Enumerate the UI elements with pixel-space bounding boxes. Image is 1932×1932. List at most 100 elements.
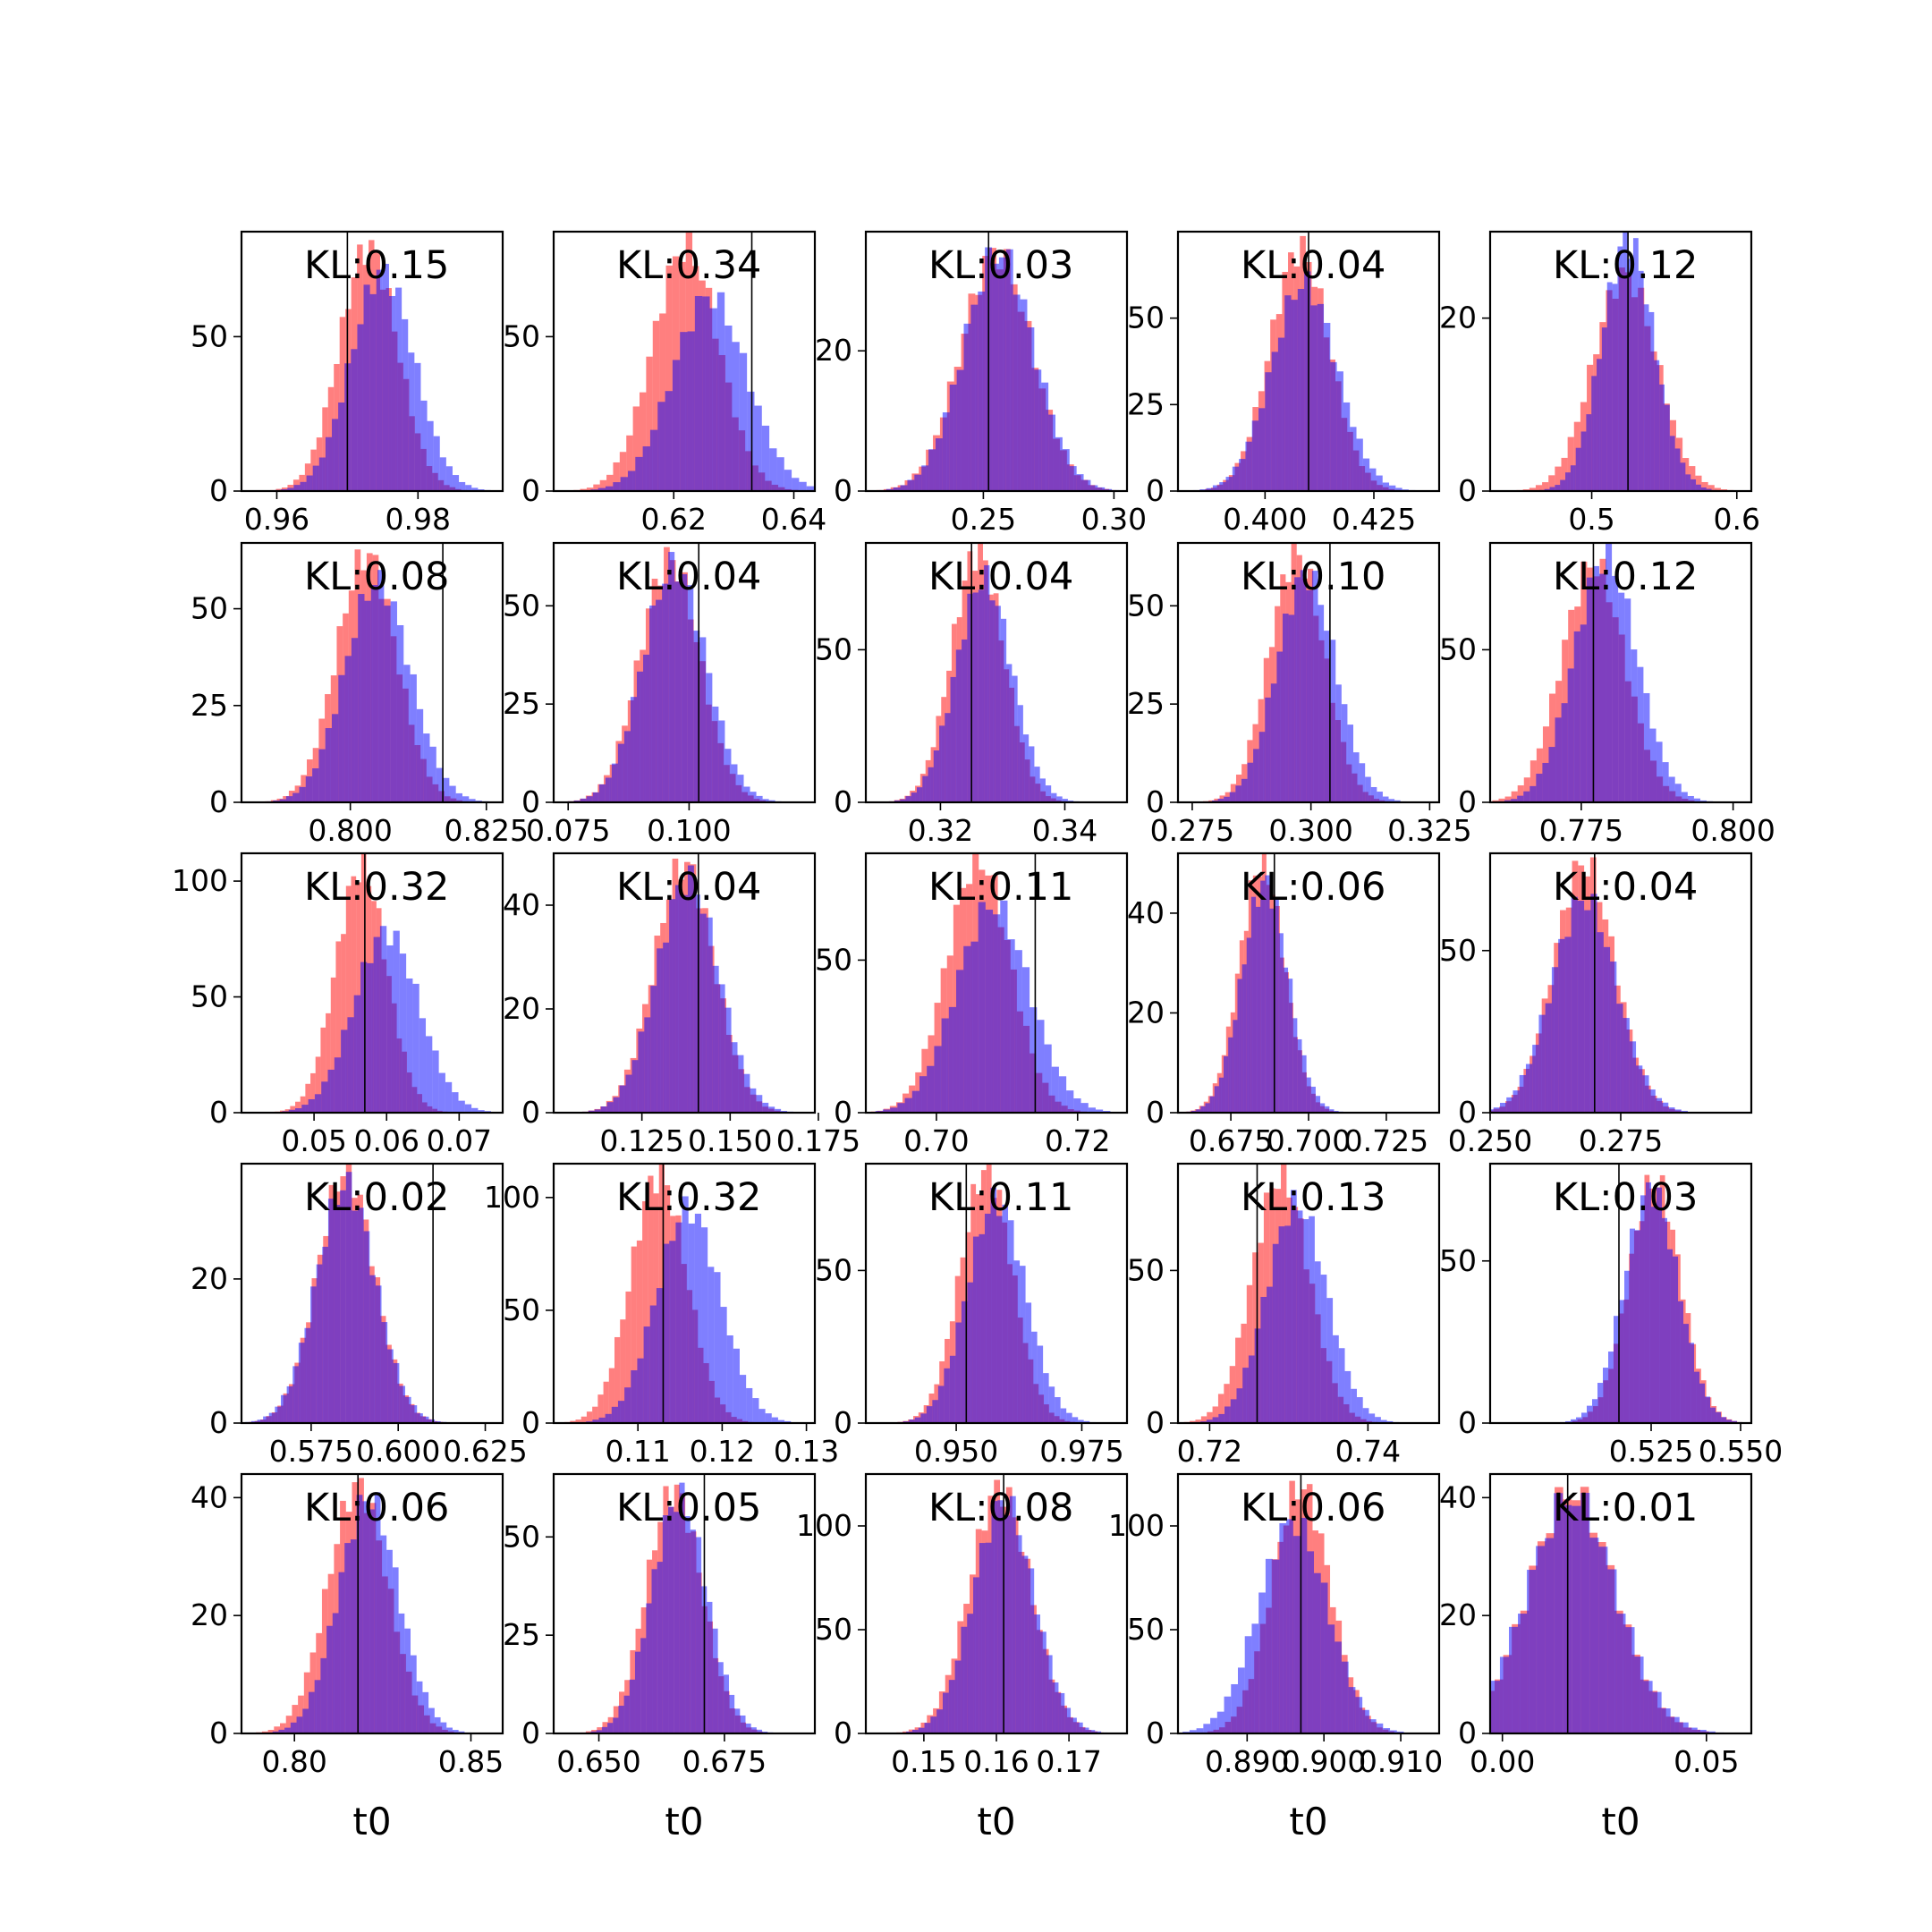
posterior-histogram-bar (928, 767, 934, 802)
posterior-histogram-bar (370, 585, 378, 802)
y-tick-label: 20 (1439, 301, 1477, 335)
posterior-histogram-bar (296, 1716, 303, 1733)
axes-frame (864, 541, 1129, 804)
posterior-histogram-bar (933, 750, 940, 802)
posterior-histogram-bar (619, 1085, 626, 1113)
posterior-histogram-bar (1570, 465, 1576, 491)
posterior-histogram-bar (1555, 717, 1562, 802)
posterior-histogram-bar (882, 1109, 891, 1113)
x-tick-label: 0.125 (599, 1123, 683, 1158)
kl-annotation: KL:0.03 (1553, 1175, 1698, 1220)
prior-histogram-bar (586, 487, 594, 491)
x-tick-label: 0.34 (1032, 813, 1097, 848)
posterior-histogram-bar (1320, 1103, 1326, 1113)
posterior-histogram-bar (362, 1501, 369, 1733)
posterior-histogram-bar (1638, 270, 1644, 491)
posterior-histogram-bar (1260, 1296, 1267, 1423)
posterior-histogram-bar (434, 1716, 441, 1733)
posterior-histogram-bar (909, 1419, 915, 1423)
posterior-histogram-bar (972, 1236, 979, 1423)
posterior-histogram-bar (695, 1537, 702, 1733)
posterior-histogram-bar (1034, 369, 1042, 491)
posterior-histogram-bar (768, 1106, 775, 1113)
posterior-histogram-bar (590, 1731, 597, 1733)
axes-frame (552, 230, 817, 493)
posterior-histogram-bar (1362, 1709, 1369, 1733)
posterior-histogram-bar (1669, 436, 1675, 491)
posterior-histogram-bar (663, 1243, 670, 1423)
posterior-histogram-bar (948, 1006, 957, 1113)
posterior-histogram-bar (1320, 1275, 1327, 1423)
posterior-histogram-bar (344, 656, 352, 802)
posterior-histogram-bar (1555, 485, 1561, 491)
posterior-histogram-bar (443, 777, 450, 802)
posterior-histogram-bar (643, 654, 650, 802)
posterior-histogram-bar (1256, 906, 1261, 1113)
x-tick-label: 0.12 (690, 1434, 755, 1469)
posterior-histogram-bar (613, 482, 621, 491)
posterior-histogram-bar (1608, 1352, 1614, 1423)
posterior-histogram-bar (1048, 414, 1055, 491)
subplot-1-1: 0.96 0.98 0 50 KL:0.15 (191, 230, 504, 537)
posterior-histogram-bar (1597, 1383, 1603, 1423)
posterior-histogram-bar (623, 1695, 630, 1733)
posterior-histogram-bar (1380, 1419, 1387, 1423)
posterior-histogram-bar (694, 295, 703, 491)
posterior-histogram-bar (750, 1727, 757, 1733)
x-tick-label: 0.32 (908, 813, 973, 848)
x-tick-label: 0.300 (1268, 813, 1352, 848)
prior-histogram-bar (330, 977, 336, 1113)
posterior-histogram-bar (1310, 305, 1318, 491)
posterior-histogram-bar (1043, 1373, 1049, 1423)
posterior-histogram-bar (1314, 1261, 1321, 1423)
prior-histogram-bar (580, 488, 587, 491)
posterior-histogram-bar (257, 1419, 264, 1423)
posterior-histogram-bar (1359, 763, 1366, 802)
posterior-histogram-bar (478, 1110, 485, 1113)
posterior-histogram-bar (733, 1348, 740, 1423)
posterior-histogram-bar (331, 714, 339, 802)
posterior-histogram-bar (403, 665, 411, 802)
posterior-histogram-bar (758, 1409, 766, 1423)
subplot-4-4: 0.72 0.74 0 50 KL:0.13 (1127, 1162, 1441, 1469)
posterior-histogram-bar (1013, 1260, 1021, 1423)
y-tick-label: 0 (209, 1405, 228, 1440)
posterior-histogram-bar (322, 1246, 328, 1423)
posterior-histogram-bar (1690, 479, 1697, 491)
posterior-histogram-bar (1206, 1419, 1213, 1423)
x-tick-label: 0.100 (647, 813, 731, 848)
posterior-histogram-bar (1356, 1397, 1363, 1423)
posterior-histogram-bar (740, 1715, 746, 1733)
x-axis-label: t0 (1289, 1800, 1327, 1843)
posterior-histogram-bar (1490, 1681, 1500, 1733)
posterior-histogram-bar (737, 1055, 744, 1113)
posterior-histogram-bar (458, 1100, 465, 1113)
posterior-histogram-bar (1205, 1103, 1210, 1113)
y-tick-label: 20 (815, 333, 852, 368)
axes-frame (240, 541, 504, 804)
axes-frame (240, 1472, 504, 1735)
posterior-histogram-bar (718, 720, 725, 802)
posterior-histogram-bar (1089, 1730, 1096, 1733)
posterior-histogram-bar (398, 1613, 405, 1733)
posterior-histogram-bar (293, 485, 301, 491)
y-tick-label: 40 (1439, 1479, 1477, 1514)
kl-annotation: KL:0.32 (304, 865, 449, 910)
prior-histogram-bar (284, 1109, 291, 1113)
posterior-histogram-bar (1629, 1041, 1637, 1113)
posterior-histogram-bar (668, 552, 675, 802)
posterior-histogram-bar (422, 1416, 429, 1423)
posterior-histogram-bar (682, 894, 688, 1113)
y-tick-label: 40 (503, 887, 540, 922)
subplot-5-5: 0.00 0.05 0 20 40 KL:0.01 t0 (1439, 1472, 1753, 1843)
posterior-histogram-bar (649, 429, 658, 491)
posterior-histogram-bar (970, 304, 979, 491)
posterior-histogram-bar (380, 1535, 387, 1733)
prior-histogram-bar (646, 356, 653, 491)
posterior-histogram-bar (1233, 1020, 1238, 1113)
kl-annotation: KL:0.01 (1553, 1486, 1698, 1530)
posterior-histogram-bar (1376, 475, 1383, 491)
subplot-2-3: 0.32 0.34 0 50 KL:0.04 (815, 541, 1129, 848)
posterior-histogram-bar (1037, 1020, 1045, 1113)
posterior-histogram-bar (596, 1730, 602, 1733)
